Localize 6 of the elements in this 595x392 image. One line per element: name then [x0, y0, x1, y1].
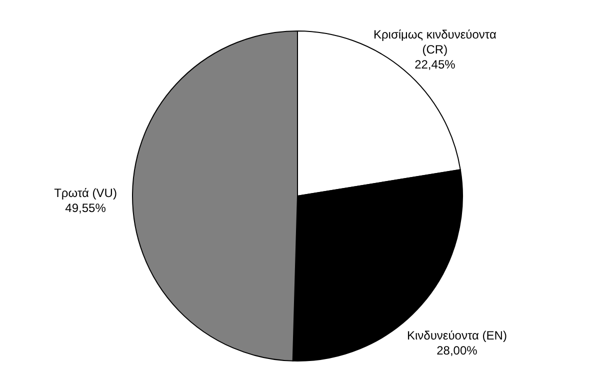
slice-label: Κρισίμως κινδυνεύοντα (CR)	[373, 28, 496, 57]
data-label: 22,45%	[414, 58, 456, 72]
data-label: 28,00%	[436, 344, 478, 358]
slice-label: Κινδυνεύοντα (EN)	[406, 328, 507, 343]
data-label: 49,55%	[65, 201, 106, 216]
slice-label: Τρωτά (VU)	[54, 186, 117, 200]
